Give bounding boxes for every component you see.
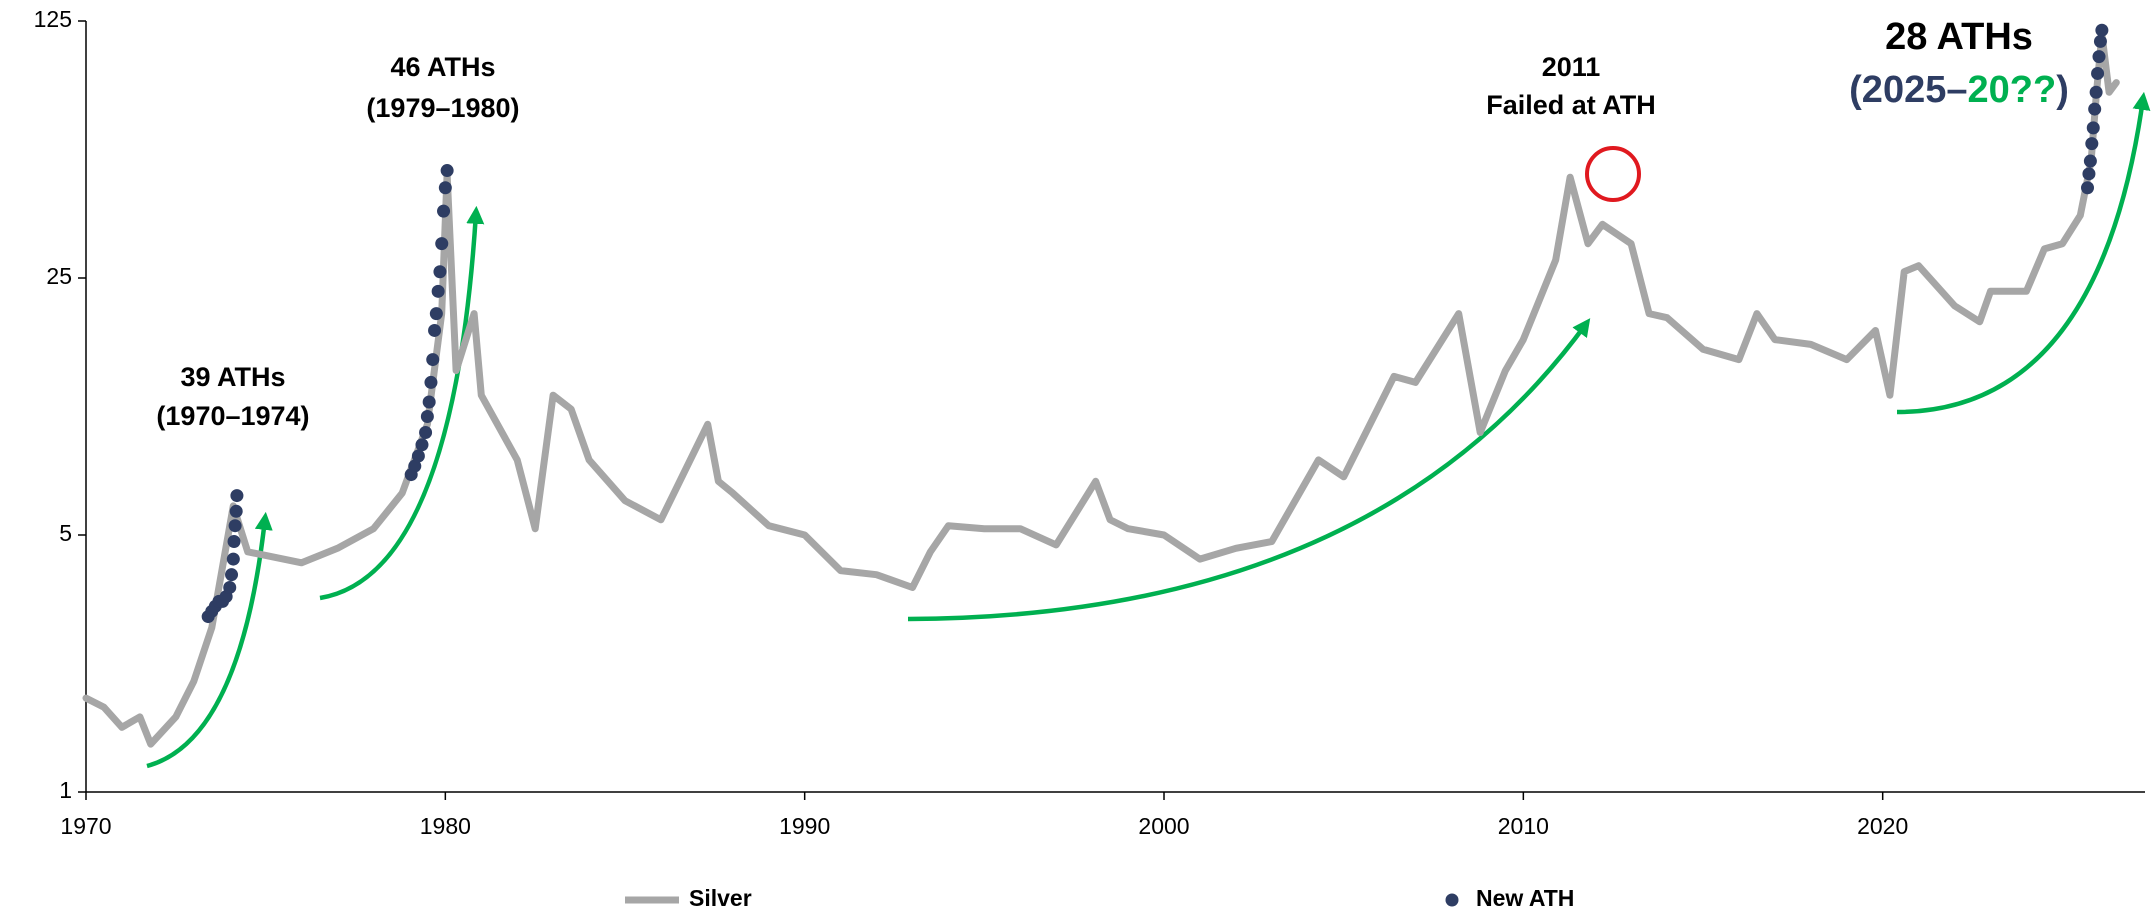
annotation: Failed at ATH [1486, 90, 1656, 120]
legend-label: Silver [689, 885, 752, 911]
y-tick-label: 1 [59, 777, 72, 803]
ath-point [424, 375, 438, 389]
ath-point [411, 449, 425, 463]
ath-point [408, 459, 422, 473]
annotation: (2025–20??) [1849, 69, 2069, 111]
silver-line [82, 30, 2120, 748]
y-tick-label: 125 [34, 6, 72, 32]
ath-point [229, 504, 243, 518]
annotation: 28 ATHs [1885, 16, 2033, 58]
failed-ath-circle [1585, 146, 1641, 202]
ath-point [228, 519, 242, 533]
annotation: 39 ATHs [180, 362, 285, 392]
ath-point [230, 489, 244, 503]
ath-point [438, 181, 452, 195]
ath-point [2085, 137, 2099, 151]
ath-point [437, 204, 451, 218]
ath-point [2086, 121, 2100, 135]
annotation: 46 ATHs [390, 52, 495, 82]
y-tick-label: 5 [59, 520, 72, 546]
annotation: (1970–1974) [156, 401, 309, 431]
ath-point [2082, 167, 2096, 181]
annotation: 2011 [1542, 52, 1601, 82]
ath-point [225, 568, 239, 582]
ath-point [426, 353, 440, 367]
ath-point [223, 580, 237, 594]
ath-point [419, 426, 433, 440]
annotation-part: (2025– [1849, 69, 1967, 111]
ath-point [431, 284, 445, 298]
x-tick-label: 2000 [1138, 813, 1189, 839]
ath-point [2093, 34, 2107, 48]
x-tick-label: 1970 [60, 813, 111, 839]
ath-point [227, 535, 241, 549]
y-tick-label: 25 [46, 263, 72, 289]
ath-point [422, 395, 436, 409]
trend-arrow [907, 318, 1591, 622]
ath-point [2091, 66, 2105, 80]
ath-point [2089, 85, 2103, 99]
x-tick-label: 1990 [779, 813, 830, 839]
ath-point [420, 410, 434, 424]
trend-arrow [146, 511, 273, 769]
ath-point [435, 237, 449, 251]
ath-point [2083, 154, 2097, 168]
ath-point [2092, 50, 2106, 64]
ath-point [433, 265, 447, 279]
legend-label: New ATH [1476, 885, 1574, 911]
annotation-part: ) [2056, 69, 2069, 111]
ath-point [2095, 23, 2109, 37]
x-tick-label: 1980 [420, 813, 471, 839]
annotation: (1979–1980) [366, 93, 519, 123]
trend-arrow [1896, 91, 2151, 415]
ath-point [429, 307, 443, 321]
ath-point [2081, 181, 2095, 195]
ath-point [415, 438, 429, 452]
annotation-part: 20?? [1967, 69, 2056, 111]
legend-swatch [1445, 893, 1459, 907]
ath-point [428, 323, 442, 337]
ath-point [440, 164, 454, 178]
x-tick-label: 2020 [1857, 813, 1908, 839]
ath-point [2088, 102, 2102, 116]
ath-point [226, 552, 240, 566]
x-tick-label: 2010 [1498, 813, 1549, 839]
trend-arrow [319, 205, 485, 601]
